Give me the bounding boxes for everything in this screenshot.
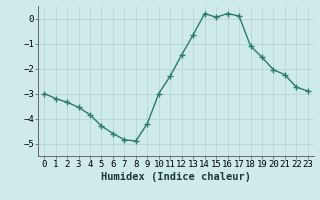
X-axis label: Humidex (Indice chaleur): Humidex (Indice chaleur) xyxy=(101,172,251,182)
